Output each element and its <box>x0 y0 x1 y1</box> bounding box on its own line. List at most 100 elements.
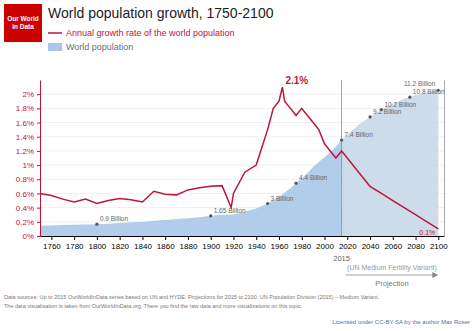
x-tick-mark <box>279 236 280 240</box>
x-tick: 1820 <box>111 236 129 251</box>
y-tick: 2% <box>22 90 40 99</box>
annotation: 1.65 Billion <box>214 207 246 214</box>
x-tick-mark <box>120 236 121 240</box>
annotation-point <box>368 115 371 118</box>
growth-rate-line <box>40 87 438 229</box>
logo: Our Worldin Data <box>4 4 42 42</box>
annotation: 0.1% <box>419 229 435 236</box>
annotation: 7.4 Billion <box>345 131 374 138</box>
logo-text: Our Worldin Data <box>7 15 39 30</box>
x-tick-label: 1860 <box>157 242 175 251</box>
x-tick-label: 2040 <box>362 242 380 251</box>
population-area <box>40 140 342 236</box>
x-tick: 1860 <box>157 236 175 251</box>
x-tick: 1960 <box>271 236 289 251</box>
x-tick: 1880 <box>180 236 198 251</box>
x-tick-label: 1780 <box>66 242 84 251</box>
x-tick-mark <box>347 236 348 240</box>
x-tick-label: 2000 <box>316 242 334 251</box>
x-tick-label: 1920 <box>225 242 243 251</box>
x-tick-label: 1800 <box>89 242 107 251</box>
x-tick: 2080 <box>407 236 425 251</box>
x-tick-label: 1840 <box>134 242 152 251</box>
y-tick-label: 2% <box>22 90 34 99</box>
legend-label: Annual growth rate of the world populati… <box>66 28 235 38</box>
y-tick-mark <box>37 193 40 194</box>
y-axis: 0%0.2%0.4%0.6%0.8%1%1.2%1.4%1.6%1.8%2% <box>16 81 41 242</box>
chart-container: 1760 1780 1800 1820 1840 1860 1880 1900 1920 1940… <box>0 0 474 331</box>
annotation: 10.2 Billion <box>384 101 416 108</box>
x-tick: 1840 <box>134 236 152 251</box>
x-tick-label: 1980 <box>293 242 311 251</box>
annotation: 0.9 Billion <box>100 215 129 222</box>
logo-box <box>4 4 42 42</box>
annotation: 4.4 Billion <box>299 174 328 181</box>
y-tick-mark <box>37 222 40 223</box>
annotation-point <box>340 138 343 141</box>
data-layer <box>40 80 440 236</box>
x-tick-label: 1760 <box>43 242 61 251</box>
x-axis: 1760 1780 1800 1820 1840 1860 1880 1900 1920 1940… <box>41 236 449 251</box>
y-tick: 1% <box>22 161 40 170</box>
x-tick-label: 2100 <box>430 242 448 251</box>
legend-item: Annual growth rate of the world populati… <box>48 28 235 38</box>
x-tick-label: 2080 <box>407 242 425 251</box>
x-tick-mark <box>302 236 303 240</box>
footnote: Data sources: Up to 2015 OurWorldInData … <box>4 294 380 300</box>
footer: Data sources: Up to 2015 OurWorldInData … <box>4 294 470 325</box>
title: World population growth, 1750-2100 <box>48 5 274 21</box>
y2-axis <box>444 81 445 237</box>
x-tick-label: 2060 <box>384 242 402 251</box>
x-tick-label: 1880 <box>180 242 198 251</box>
x-tick: 2060 <box>384 236 402 251</box>
x-tick: 1920 <box>225 236 243 251</box>
x-tick-mark <box>188 236 189 240</box>
y-tick: 0.4% <box>16 204 40 213</box>
x-tick: 1940 <box>248 236 266 251</box>
y-tick-label: 0.2% <box>16 218 34 227</box>
x-tick-mark <box>165 236 166 240</box>
x-tick: 1980 <box>293 236 311 251</box>
x-axis-line <box>41 236 445 237</box>
x-tick-mark <box>211 236 212 240</box>
y-tick-label: 0% <box>22 232 34 241</box>
y-tick-label: 0.4% <box>16 204 34 213</box>
x-tick-mark <box>438 236 439 240</box>
footnote: The data visualisation is taken from Our… <box>4 303 303 309</box>
y-tick-label: 0.8% <box>16 175 34 184</box>
x-tick: 1780 <box>66 236 84 251</box>
annotation: 9.2 Billion <box>373 108 402 115</box>
annotation: 3 Billion <box>271 195 294 202</box>
annotation-point <box>408 96 411 99</box>
logo-text-line: in Data <box>12 23 34 30</box>
x-tick-mark <box>142 236 143 240</box>
legend-swatch <box>48 32 62 34</box>
y-tick: 0% <box>22 232 40 241</box>
y-tick-mark <box>37 151 40 152</box>
y-tick-mark <box>37 108 40 109</box>
x-tick: 1760 <box>43 236 61 251</box>
y-tick-mark <box>37 123 40 124</box>
x-tick-mark <box>393 236 394 240</box>
y-tick-label: 1.8% <box>16 104 34 113</box>
projection-label: Projection <box>375 279 408 288</box>
projection-arrow-head <box>432 272 438 278</box>
x-tick: 1900 <box>202 236 220 251</box>
y2-axis-line <box>444 81 445 237</box>
projection-start-line <box>341 80 342 236</box>
grid-line <box>40 94 444 95</box>
annotation: 11.2 Billion <box>404 80 436 87</box>
license: Licensed under CC-BY-SA by the author Ma… <box>332 319 470 325</box>
x-tick-label: 1940 <box>248 242 266 251</box>
chart: 1760 1780 1800 1820 1840 1860 1880 1900 1920 1940… <box>0 0 474 331</box>
x-tick-mark <box>370 236 371 240</box>
x-tick-mark <box>51 236 52 240</box>
population-area <box>342 90 439 236</box>
x-tick-label: 1960 <box>271 242 289 251</box>
y-tick: 1.6% <box>16 119 40 128</box>
y-tick-mark <box>37 208 40 209</box>
y-tick: 0.6% <box>16 190 40 199</box>
y-tick: 1.4% <box>16 133 40 142</box>
x-tick-label: 1900 <box>202 242 220 251</box>
x-tick-mark <box>97 236 98 240</box>
